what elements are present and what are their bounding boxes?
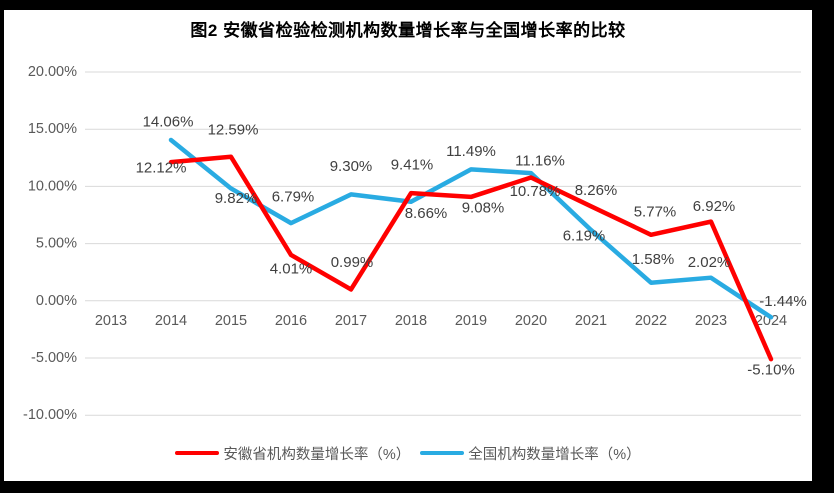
y-axis-tick-label: -5.00% — [31, 350, 77, 366]
data-label: -1.44% — [759, 293, 807, 310]
x-axis-tick-label: 2020 — [515, 313, 547, 329]
x-axis-tick-label: 2017 — [335, 313, 367, 329]
legend-item-anhui: 安徽省机构数量增长率（%） — [175, 443, 410, 464]
legend-line-swatch-red-icon — [175, 450, 220, 456]
y-axis-tick-label: 10.00% — [28, 178, 77, 194]
x-axis-tick-label: 2016 — [275, 313, 307, 329]
data-label: 0.99% — [331, 254, 374, 271]
data-label: 5.77% — [634, 203, 677, 220]
data-label: 9.82% — [215, 190, 258, 207]
y-axis-tick-label: 5.00% — [36, 236, 77, 252]
x-axis-tick-label: 2013 — [95, 313, 127, 329]
x-axis-tick-label: 2024 — [755, 313, 787, 329]
x-axis-tick-label: 2022 — [635, 313, 667, 329]
legend-line-swatch-blue-icon — [420, 450, 465, 456]
data-label: 1.58% — [632, 251, 675, 268]
data-label: 11.16% — [515, 153, 565, 170]
x-axis-tick-label: 2019 — [455, 313, 487, 329]
data-label: 8.26% — [575, 182, 618, 199]
y-axis-tick-label: 20.00% — [28, 64, 77, 80]
data-label: 6.19% — [563, 227, 606, 244]
y-axis-tick-label: -10.00% — [23, 407, 77, 423]
chart-area-background — [4, 10, 812, 481]
data-label: 9.41% — [391, 157, 434, 174]
data-label: 6.79% — [272, 189, 315, 206]
y-axis-tick-label: 0.00% — [36, 293, 77, 309]
legend-item-national: 全国机构数量增长率（%） — [420, 443, 641, 464]
series-line-national — [168, 137, 774, 320]
data-label: 10.78% — [510, 183, 561, 200]
x-axis-tick-label: 2014 — [155, 313, 187, 329]
data-label: 2.02% — [688, 254, 731, 271]
data-label: 8.66% — [405, 205, 448, 222]
data-label: 6.92% — [693, 198, 736, 215]
x-axis-tick-label: 2023 — [695, 313, 727, 329]
data-label: -5.10% — [747, 362, 795, 379]
legend-label-anhui: 安徽省机构数量增长率（%） — [223, 446, 411, 463]
x-axis-tick-label: 2018 — [395, 313, 427, 329]
chart-title: 图2 安徽省检验检测机构数量增长率与全国增长率的比较 — [190, 21, 626, 40]
data-label: 9.08% — [462, 199, 505, 216]
chart-legend: 安徽省机构数量增长率（%） 全国机构数量增长率（%） — [4, 443, 812, 463]
data-label: 14.06% — [143, 113, 194, 130]
legend-label-national: 全国机构数量增长率（%） — [468, 446, 641, 463]
data-label: 4.01% — [270, 260, 313, 277]
series-line-anhui — [168, 154, 774, 362]
data-label: 12.12% — [136, 160, 187, 177]
y-axis-tick-label: 15.00% — [28, 121, 77, 137]
data-label: 9.30% — [330, 158, 373, 175]
x-axis-tick-label: 2015 — [215, 313, 247, 329]
data-label: 12.59% — [208, 121, 259, 138]
data-label: 11.49% — [446, 143, 496, 160]
x-axis-tick-label: 2021 — [575, 313, 607, 329]
